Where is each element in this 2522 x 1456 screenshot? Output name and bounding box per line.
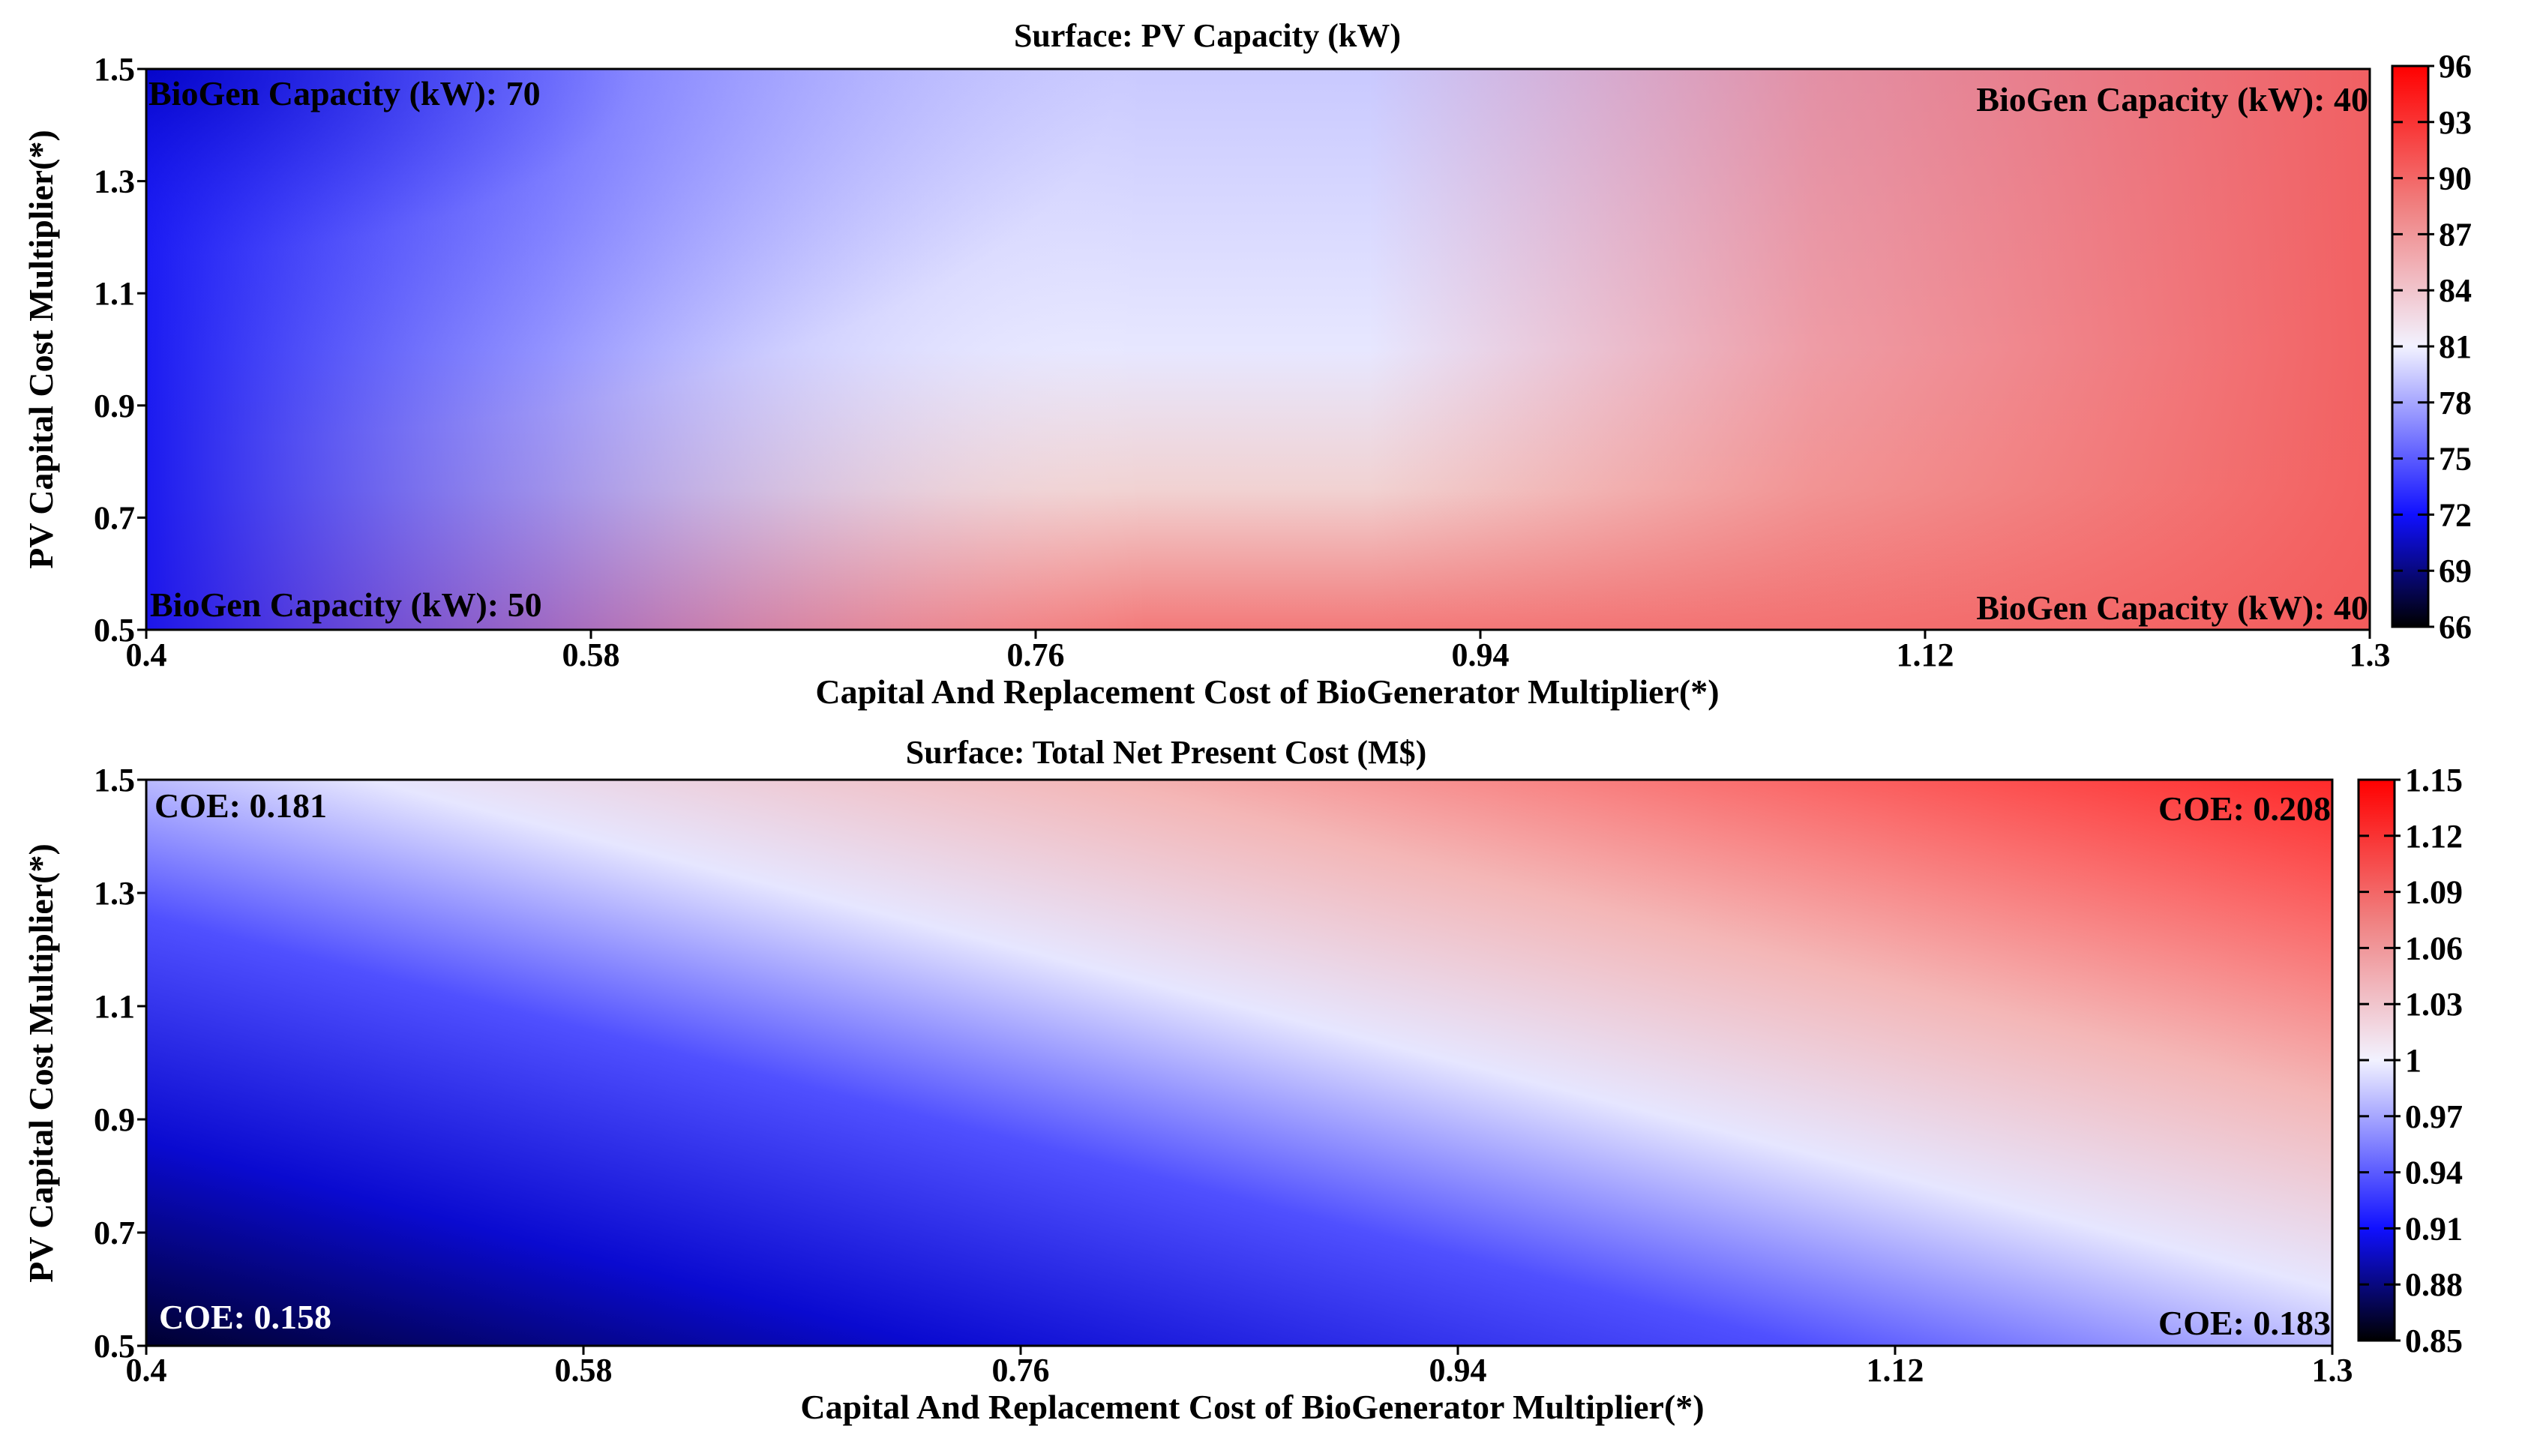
x-tick-labels: 0.4 0.58 0.76 0.94 1.12 1.3 (126, 1346, 2353, 1389)
x-tick-label: 0.58 (555, 1352, 613, 1389)
y-tick-label: 1.5 (94, 762, 135, 798)
colorbar-tick-label: 78 (2439, 385, 2472, 421)
annotation-bottom-right: COE: 0.183 (2158, 1304, 2331, 1342)
colorbar-tick-label: 1.06 (2405, 930, 2463, 966)
annotation-top-left: BioGen Capacity (kW): 70 (148, 74, 541, 112)
x-tick-label: 1.3 (2312, 1352, 2353, 1389)
chart-title: Surface: Total Net Present Cost (M$) (906, 734, 1426, 771)
y-tick-label: 0.7 (94, 1215, 135, 1251)
y-axis-label: PV Capital Cost Multiplier(*) (22, 843, 60, 1283)
y-tick-label: 1.5 (94, 51, 135, 88)
colorbar-tick-label: 75 (2439, 441, 2472, 478)
y-tick-label: 1.3 (94, 163, 135, 200)
plot-area (145, 778, 2334, 1347)
colorbar-tick-label: 1.15 (2405, 762, 2463, 798)
chart-total-net-present-cost: Surface: Total Net Present Cost (M$) COE… (22, 734, 2463, 1426)
chart-title: Surface: PV Capacity (kW) (1014, 17, 1401, 54)
colorbar-tick-label: 0.94 (2405, 1155, 2463, 1191)
annotation-bottom-left: BioGen Capacity (kW): 50 (150, 586, 542, 624)
colorbar-ticks: 66 69 72 75 78 81 84 87 90 93 96 (2392, 48, 2472, 646)
y-tick-label: 1.1 (94, 988, 135, 1025)
y-tick-labels: 0.5 0.7 0.9 1.1 1.3 1.5 (94, 51, 146, 649)
x-tick-label: 1.3 (2350, 637, 2391, 673)
x-axis-label: Capital And Replacement Cost of BioGener… (815, 673, 1719, 711)
colorbar-tick-label: 90 (2439, 160, 2472, 197)
surface-corner-overlay (146, 69, 1121, 444)
annotation-top-left: COE: 0.181 (154, 786, 327, 825)
colorbar-tick-label: 66 (2439, 609, 2472, 646)
colorbar: 0.85 0.88 0.91 0.94 0.97 1 1.03 1.06 1.09 1.12 1.1… (2357, 762, 2463, 1359)
colorbar-ticks: 0.85 0.88 0.91 0.94 0.97 1 1.03 1.06 1.09 1.12 1.1… (2359, 762, 2463, 1359)
colorbar-tick-label: 84 (2439, 272, 2472, 309)
colorbar-tick-label: 72 (2439, 496, 2472, 533)
colorbar-tick-label: 93 (2439, 104, 2472, 141)
y-tick-label: 0.5 (94, 612, 135, 649)
colorbar-tick-label: 0.88 (2405, 1266, 2463, 1303)
colorbar-tick-label: 1.09 (2405, 874, 2463, 911)
colorbar-tick-label: 1.03 (2405, 986, 2463, 1023)
plot-border (145, 67, 2371, 631)
annotation-bottom-left: COE: 0.158 (159, 1298, 331, 1336)
y-tick-labels: 0.5 0.7 0.9 1.1 1.3 1.5 (94, 762, 146, 1365)
chart-pv-capacity: Surface: PV Capacity (kW) BioGen Capacit… (22, 17, 2472, 711)
y-tick-label: 0.7 (94, 499, 135, 536)
x-tick-labels: 0.4 0.58 0.76 0.94 1.12 1.3 (126, 630, 2391, 673)
annotation-group: BioGen Capacity (kW): 70 BioGen Capacity… (148, 74, 2368, 627)
x-tick-label: 0.76 (992, 1352, 1050, 1389)
x-tick-label: 0.4 (126, 637, 167, 673)
x-axis-label: Capital And Replacement Cost of BioGener… (800, 1388, 1704, 1426)
y-tick-label: 0.9 (94, 388, 135, 424)
y-tick-label: 0.9 (94, 1101, 135, 1138)
colorbar-tick-label: 87 (2439, 216, 2472, 253)
surface-base (146, 780, 2332, 1346)
x-tick-label: 0.58 (562, 637, 620, 673)
x-tick-label: 0.4 (126, 1352, 167, 1389)
colorbar-tick-label: 69 (2439, 553, 2472, 589)
y-tick-label: 0.5 (94, 1328, 135, 1365)
annotation-top-right: BioGen Capacity (kW): 40 (1976, 80, 2368, 118)
y-tick-label: 1.3 (94, 875, 135, 912)
colorbar-tick-label: 0.91 (2405, 1210, 2463, 1247)
colorbar-tick-label: 81 (2439, 328, 2472, 365)
y-axis-label: PV Capital Cost Multiplier(*) (22, 130, 60, 569)
annotation-top-right: COE: 0.208 (2158, 789, 2331, 828)
plot-area (145, 67, 2371, 631)
annotation-group: COE: 0.181 COE: 0.208 COE: 0.158 COE: 0.… (154, 786, 2331, 1342)
colorbar-tick-label: 1 (2405, 1042, 2422, 1079)
plot-border (145, 778, 2334, 1347)
y-tick-label: 1.1 (94, 275, 135, 312)
x-tick-label: 0.94 (1452, 637, 1510, 673)
x-tick-label: 0.76 (1007, 637, 1065, 673)
colorbar-tick-label: 1.12 (2405, 818, 2463, 855)
colorbar-tick-label: 0.85 (2405, 1323, 2463, 1359)
x-tick-label: 0.94 (1429, 1352, 1487, 1389)
colorbar-tick-label: 0.97 (2405, 1098, 2463, 1135)
colorbar-tick-label: 96 (2439, 48, 2472, 85)
annotation-bottom-right: BioGen Capacity (kW): 40 (1976, 589, 2368, 627)
colorbar: 66 69 72 75 78 81 84 87 90 93 96 (2391, 48, 2472, 646)
x-tick-label: 1.12 (1897, 637, 1954, 673)
x-tick-label: 1.12 (1867, 1352, 1924, 1389)
